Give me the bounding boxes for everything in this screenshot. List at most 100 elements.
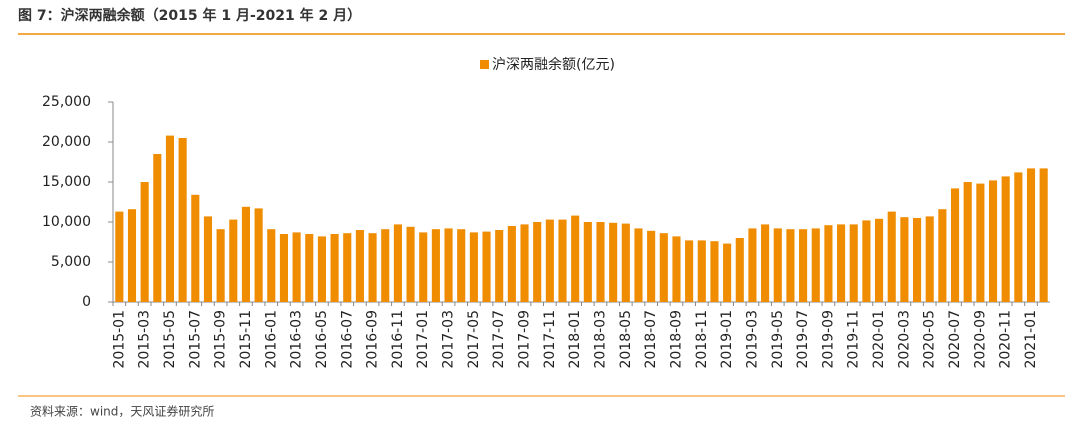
y-tick-label: 0 xyxy=(82,294,91,310)
bar xyxy=(634,228,643,302)
bar xyxy=(786,229,795,302)
x-tick-label: 2019-11 xyxy=(846,310,862,369)
bar xyxy=(900,217,909,302)
bar xyxy=(950,188,960,302)
x-tick-label: 2017-05 xyxy=(466,310,482,369)
bar xyxy=(938,209,947,302)
x-tick-label: 2017-01 xyxy=(415,310,431,369)
x-tick-label: 2017-11 xyxy=(542,310,558,369)
x-tick-label: 2020-01 xyxy=(871,310,887,369)
x-tick-label: 2018-01 xyxy=(567,310,583,369)
x-tick-label: 2018-09 xyxy=(668,310,684,369)
bar xyxy=(1001,176,1010,302)
x-tick-label: 2020-11 xyxy=(998,310,1014,369)
bar xyxy=(305,234,314,302)
page-title: 图 7：沪深两融余额（2015 年 1 月-2021 年 2 月） xyxy=(18,7,361,24)
x-tick-label: 2017-07 xyxy=(491,310,507,369)
bar xyxy=(431,229,440,302)
bar xyxy=(457,229,466,302)
bar xyxy=(912,218,922,302)
bar xyxy=(621,223,630,302)
bar xyxy=(444,228,453,302)
bar xyxy=(115,211,124,302)
x-tick-label: 2016-11 xyxy=(390,310,406,369)
bar xyxy=(849,224,858,302)
legend-label: 沪深两融余额(亿元) xyxy=(492,56,615,73)
bar xyxy=(495,230,504,302)
x-tick-label: 2015-11 xyxy=(238,310,254,369)
bar xyxy=(381,229,390,302)
bar xyxy=(533,222,542,302)
bar xyxy=(609,222,618,302)
bar xyxy=(647,230,656,302)
x-tick-label: 2016-01 xyxy=(263,310,279,369)
bar xyxy=(824,225,833,302)
bar xyxy=(875,218,884,302)
x-tick-label: 2016-03 xyxy=(289,310,305,369)
bar xyxy=(697,240,706,302)
bar xyxy=(976,183,985,302)
bar xyxy=(862,220,871,302)
bar xyxy=(811,228,820,302)
x-tick-label: 2021-01 xyxy=(1023,310,1039,369)
y-tick-label: 20,000 xyxy=(42,134,91,150)
y-tick-label: 10,000 xyxy=(42,214,91,230)
bar xyxy=(545,219,554,302)
bar xyxy=(963,182,972,302)
bar xyxy=(317,236,326,302)
bar xyxy=(672,236,681,302)
bar xyxy=(279,234,288,302)
bar xyxy=(799,229,808,302)
bar xyxy=(988,180,998,302)
x-tick-label: 2015-01 xyxy=(111,310,127,369)
bar xyxy=(178,138,187,302)
x-tick-label: 2018-05 xyxy=(618,310,634,369)
x-tick-label: 2018-07 xyxy=(643,310,659,369)
x-tick-label: 2015-05 xyxy=(162,310,178,369)
bar xyxy=(343,233,352,302)
x-tick-label: 2019-07 xyxy=(795,310,811,369)
bar xyxy=(735,238,744,302)
bar xyxy=(723,243,732,302)
x-tick-label: 2020-05 xyxy=(922,310,938,369)
x-tick-label: 2019-03 xyxy=(744,310,760,369)
bar xyxy=(469,232,478,302)
bar xyxy=(406,226,415,302)
bar xyxy=(355,230,364,302)
x-tick-label: 2019-01 xyxy=(719,310,735,369)
bar xyxy=(1014,172,1023,302)
bar xyxy=(887,211,896,302)
bar xyxy=(165,135,175,302)
bar xyxy=(520,224,529,302)
bar xyxy=(368,233,377,302)
x-tick-label: 2015-03 xyxy=(137,310,153,369)
x-tick-label: 2016-05 xyxy=(314,310,330,369)
bar xyxy=(773,228,782,302)
bar xyxy=(761,224,770,302)
bar xyxy=(330,234,339,302)
bar xyxy=(393,224,402,302)
bar xyxy=(685,240,694,302)
bar xyxy=(203,216,213,302)
bar xyxy=(292,232,301,302)
y-tick-label: 15,000 xyxy=(42,174,91,190)
bar xyxy=(596,222,605,302)
x-tick-label: 2015-09 xyxy=(213,310,229,369)
x-tick-label: 2020-07 xyxy=(947,310,963,369)
bar xyxy=(229,219,238,302)
bar xyxy=(191,194,200,302)
y-tick-label: 25,000 xyxy=(42,94,91,110)
bar xyxy=(127,209,137,302)
x-tick-label: 2018-11 xyxy=(694,310,710,369)
x-tick-label: 2020-09 xyxy=(972,310,988,369)
bar xyxy=(583,222,592,302)
bar xyxy=(1026,168,1036,302)
bar xyxy=(254,208,263,302)
x-tick-label: 2019-09 xyxy=(820,310,836,369)
bar xyxy=(216,229,225,302)
x-tick-label: 2018-03 xyxy=(592,310,608,369)
y-tick-label: 5,000 xyxy=(51,254,91,270)
bar xyxy=(925,216,934,302)
